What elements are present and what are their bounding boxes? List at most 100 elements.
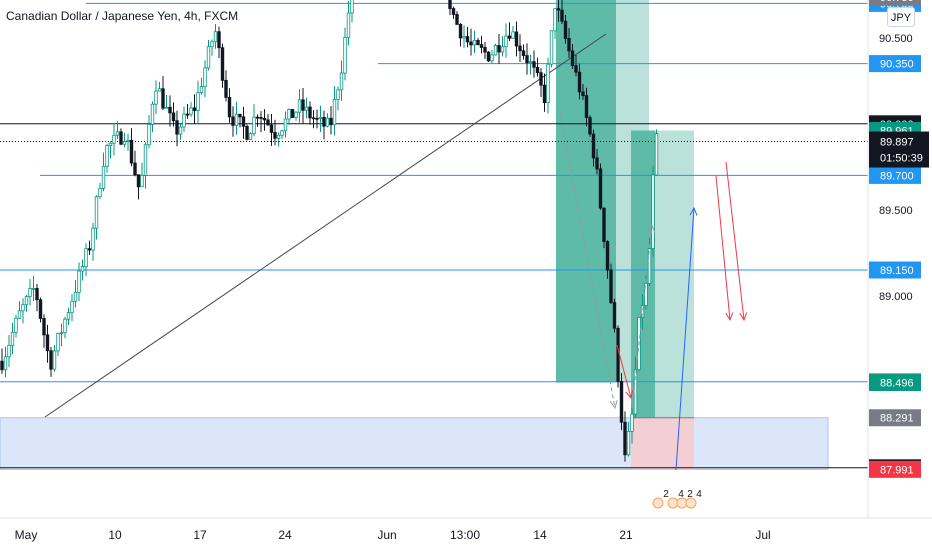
- candle-body-178: [623, 421, 627, 456]
- candle-body-2: [7, 344, 11, 358]
- price-label-text: 89.150: [880, 265, 914, 277]
- candle-body-21: [73, 292, 78, 302]
- candle-body-53: [185, 113, 190, 116]
- candle-body-30: [105, 145, 109, 167]
- candle-body-34: [119, 131, 123, 145]
- candle-body-133: [465, 36, 470, 43]
- long-stop-zone: [631, 417, 694, 470]
- candle-body-129: [451, 8, 456, 15]
- candle-body-149: [521, 50, 526, 56]
- candle-body-128: [448, 0, 452, 9]
- candle-body-22: [77, 270, 81, 293]
- candles-layer: [0, 0, 659, 462]
- blue-arrow-up: [675, 207, 695, 471]
- time-tick: May: [15, 528, 38, 542]
- candle-body-69: [241, 116, 246, 127]
- candle-body-180: [630, 413, 634, 432]
- red-arrow-small: [616, 344, 632, 399]
- candle-body-52: [182, 113, 186, 128]
- price-label-text: 87.991: [880, 464, 914, 476]
- candle-body-82: [287, 109, 291, 120]
- candle-body-176: [616, 327, 620, 382]
- candle-body-87: [304, 106, 309, 111]
- price-label: 89.150: [869, 261, 921, 279]
- candle-body-44: [154, 90, 158, 105]
- candle-body-148: [518, 45, 522, 52]
- candle-body-137: [479, 44, 484, 48]
- candle-body-26: [91, 227, 95, 251]
- candle-body-97: [339, 72, 344, 91]
- currency-button[interactable]: JPY: [887, 7, 915, 27]
- event-badge: 2: [687, 489, 693, 500]
- candle-body-96: [336, 89, 340, 100]
- price-label-text: 89.700: [880, 170, 914, 182]
- trend-line[interactable]: [44, 33, 607, 418]
- candle-body-61: [213, 31, 218, 43]
- candle-body-79: [276, 134, 281, 139]
- candle-body-160: [560, 9, 564, 22]
- dashed-projection-up: [631, 224, 653, 409]
- candle-body-155: [542, 84, 547, 104]
- candle-body-174: [609, 269, 613, 304]
- dashed-projection-down-head: [609, 400, 618, 410]
- candle-body-147: [514, 31, 519, 47]
- candle-body-92: [322, 116, 326, 127]
- candle-body-10: [35, 288, 39, 301]
- candle-body-63: [220, 47, 225, 81]
- candle-body-72: [252, 116, 256, 134]
- candle-body-67: [234, 113, 239, 126]
- candle-body-161: [563, 20, 568, 39]
- event-icon[interactable]: [685, 497, 697, 509]
- candle-body-169: [591, 133, 596, 159]
- event-icon[interactable]: [652, 497, 664, 509]
- candle-body-6: [21, 304, 25, 312]
- candle-body-15: [52, 350, 57, 370]
- price-label-text: 88.496: [880, 377, 914, 389]
- candle-body-131: [458, 23, 463, 39]
- candle-body-35: [122, 141, 127, 145]
- price-label: 87.991: [869, 460, 921, 478]
- candle-body-23: [80, 266, 85, 272]
- candle-body-70: [245, 125, 249, 140]
- candle-body-145: [507, 35, 512, 39]
- price-label: 88.291: [869, 409, 921, 427]
- candle-body-11: [38, 299, 43, 319]
- candle-body-177: [619, 381, 624, 423]
- candle-body-157: [549, 30, 554, 65]
- candle-body-8: [28, 288, 32, 297]
- price-label-bg: [869, 409, 921, 427]
- candle-body-152: [532, 61, 536, 68]
- candle-body-130: [455, 14, 459, 25]
- candle-body-55: [192, 107, 197, 111]
- time-tick: 17: [193, 528, 207, 542]
- candle-body-162: [567, 38, 571, 52]
- candle-body-167: [584, 95, 589, 118]
- candle-body-141: [493, 45, 498, 56]
- candle-body-138: [483, 47, 487, 53]
- candle-body-41: [143, 144, 148, 176]
- candle-body-71: [248, 133, 253, 140]
- candle-body-183: [640, 305, 645, 318]
- candle-body-7: [24, 296, 29, 306]
- price-label-text: 88.291: [880, 413, 914, 425]
- price-label-text: 90.736: [880, 0, 914, 4]
- candle-body-170: [595, 157, 599, 170]
- candle-body-94: [329, 117, 333, 126]
- candle-body-140: [490, 54, 494, 62]
- candle-body-0: [0, 360, 4, 371]
- candle-body-48: [168, 106, 172, 114]
- candle-body-33: [115, 131, 120, 136]
- demand-zone: [0, 417, 829, 470]
- candle-body-64: [224, 79, 228, 98]
- candle-body-74: [259, 117, 263, 119]
- candle-body-39: [136, 174, 141, 188]
- candle-body-164: [574, 65, 578, 73]
- candle-body-134: [469, 41, 473, 46]
- candle-body-5: [17, 310, 22, 319]
- candle-body-14: [49, 350, 53, 370]
- dashed-projection-down: [559, 111, 616, 409]
- price-label: 89.700: [869, 166, 921, 184]
- red-arrow-small-head: [625, 390, 634, 400]
